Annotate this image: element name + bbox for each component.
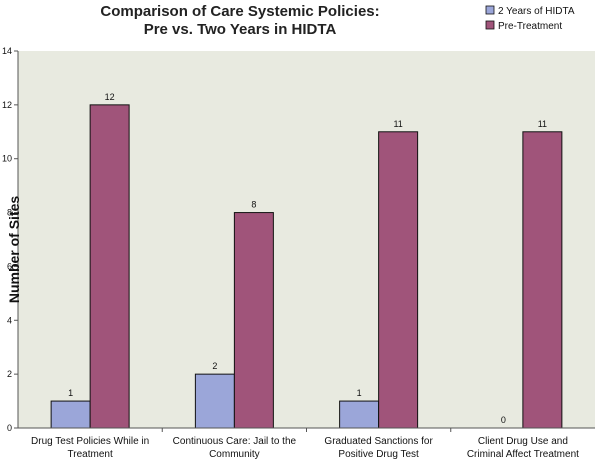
data-label: 1 bbox=[357, 388, 362, 398]
bar-pre-treatment bbox=[233, 212, 274, 429]
y-ticks: 0 2 4 6 8 10 12 14 bbox=[2, 46, 18, 433]
bar-pre-treatment bbox=[378, 131, 419, 429]
x-category-label: Drug Test Policies While in bbox=[31, 436, 149, 447]
y-tick-label: 4 bbox=[7, 315, 12, 325]
bars bbox=[50, 104, 563, 429]
y-tick-label: 2 bbox=[7, 369, 12, 379]
legend-swatch bbox=[485, 20, 495, 30]
x-category-label: Graduated Sanctions for bbox=[324, 436, 433, 447]
bar-hidta bbox=[339, 400, 380, 429]
x-category-label: Client Drug Use and bbox=[478, 436, 568, 447]
chart-title: Comparison of Care Systemic Policies: Pr… bbox=[100, 3, 379, 38]
x-category-label: Community bbox=[209, 449, 260, 460]
x-category-labels: Drug Test Policies While in Treatment Cont… bbox=[31, 428, 579, 460]
legend-entry-label: Pre-Treatment bbox=[498, 21, 562, 32]
legend-swatch bbox=[485, 5, 495, 15]
y-tick-label: 8 bbox=[7, 208, 12, 218]
y-tick-label: 0 bbox=[7, 423, 12, 433]
x-category-label: Criminal Affect Treatment bbox=[467, 449, 579, 460]
legend: 2 Years of HIDTA Pre-Treatment bbox=[485, 5, 575, 32]
data-label: 11 bbox=[538, 119, 547, 129]
chart-title-line-2: Pre vs. Two Years in HIDTA bbox=[144, 21, 337, 38]
y-tick-label: 12 bbox=[2, 100, 12, 110]
y-axis-label: Number of Sites bbox=[6, 196, 22, 304]
legend-entry-label: 2 Years of HIDTA bbox=[498, 6, 575, 17]
x-category-label: Positive Drug Test bbox=[338, 449, 419, 460]
data-label: 2 bbox=[212, 361, 217, 371]
y-tick-label: 14 bbox=[2, 46, 12, 56]
x-category-label: Continuous Care: Jail to the bbox=[173, 436, 297, 447]
bar-pre-treatment bbox=[89, 104, 130, 429]
data-label: 8 bbox=[251, 200, 256, 210]
data-label: 0 bbox=[501, 415, 506, 425]
chart-title-line-1: Comparison of Care Systemic Policies: bbox=[100, 3, 379, 20]
bar-hidta bbox=[194, 373, 235, 429]
x-category-label: Treatment bbox=[68, 449, 113, 460]
bar-pre-treatment bbox=[522, 131, 563, 429]
y-tick-label: 10 bbox=[2, 154, 12, 164]
data-label: 11 bbox=[393, 119, 402, 129]
y-tick-label: 6 bbox=[7, 261, 12, 271]
data-label: 12 bbox=[105, 92, 115, 102]
bar-hidta bbox=[50, 400, 91, 429]
data-label: 1 bbox=[68, 388, 73, 398]
